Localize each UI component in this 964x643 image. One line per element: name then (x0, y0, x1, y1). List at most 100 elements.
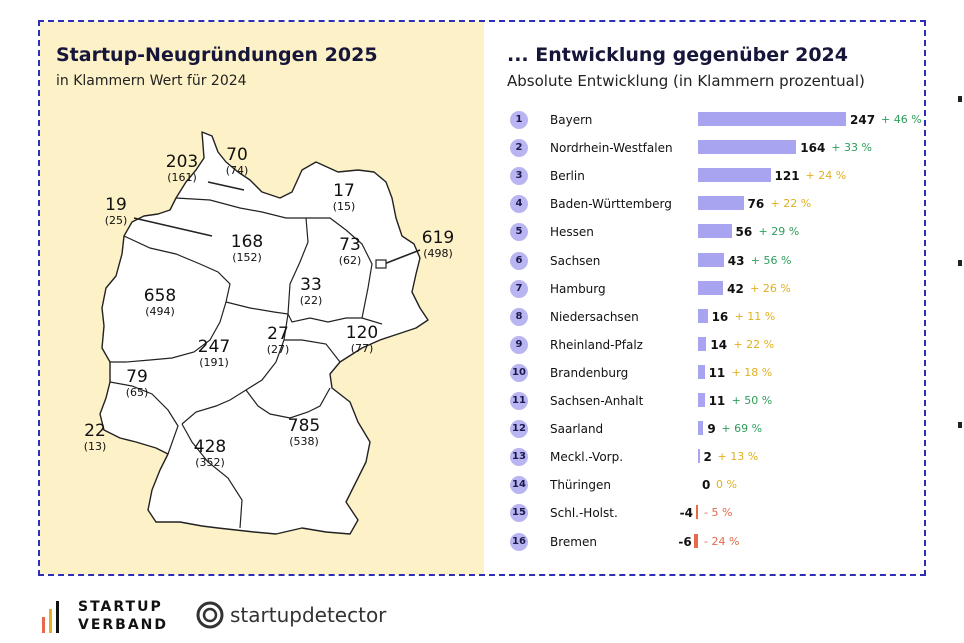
absolute-value-label: 76 (747, 197, 765, 212)
bar (698, 364, 705, 379)
map-state-label: 27 (27) (256, 325, 300, 357)
bar-row: 12 Saarland 9 + 69 % (510, 419, 930, 441)
rank-badge: 3 (510, 167, 528, 186)
bar (698, 308, 708, 323)
percent-change-label: + 46 % (881, 113, 922, 126)
berlin-marker (375, 259, 387, 269)
map-value: 203 (165, 152, 199, 172)
map-state-label: 19 (25) (94, 196, 138, 228)
bar-row: 14 Thüringen 0 0 % (510, 475, 930, 497)
map-prev-value: (538) (289, 435, 319, 448)
bar (698, 112, 846, 126)
bar-row: 3 Berlin 121 + 24 % (510, 166, 930, 188)
absolute-value-label: 56 (735, 225, 753, 240)
startup-verband-wordmark: STARTUP VERBAND (78, 599, 169, 633)
bar-row: 11 Sachsen-Anhalt 11 + 50 % (510, 391, 930, 413)
map-value: 73 (339, 235, 361, 255)
percent-change-label: + 22 % (733, 337, 775, 351)
border-rp (109, 381, 179, 455)
map-state-label: 79 (65) (115, 368, 159, 400)
percent-change-label: + 69 % (721, 422, 763, 436)
bar-row: 10 Brandenburg 11 + 18 % (510, 363, 930, 385)
absolute-value-label: 121 (774, 169, 800, 184)
map-prev-value: (191) (199, 356, 229, 369)
absolute-value-label: 11 (708, 394, 726, 408)
map-value: 22 (84, 421, 106, 441)
rank-badge: 13 (510, 448, 528, 467)
map-value: 619 (421, 228, 455, 248)
edge-mark (958, 260, 962, 266)
map-prev-value: (77) (350, 342, 374, 355)
border-thueringen (284, 339, 341, 363)
pointer-bremen (133, 217, 213, 237)
state-name: Rheinland-Pfalz (550, 337, 643, 352)
state-name: Bremen (550, 534, 597, 549)
bar (698, 252, 724, 267)
map-state-label: 203 (161) (160, 153, 204, 185)
map-value: 33 (300, 275, 322, 295)
map-state-label: 619 (498) (416, 229, 460, 261)
state-name: Meckl.-Vorp. (550, 450, 624, 465)
percent-change-label: + 56 % (750, 253, 792, 267)
absolute-value-label: 2 (703, 450, 712, 465)
rank-badge: 9 (510, 335, 528, 354)
bar (698, 224, 732, 239)
right-title: ... Entwicklung gegenüber 2024 (507, 44, 848, 66)
percent-change-label: - 5 % (704, 506, 733, 520)
absolute-value-label: 247 (850, 113, 876, 127)
percent-change-label: + 13 % (717, 450, 759, 464)
bar (698, 393, 705, 407)
map-state-label: 658 (494) (138, 287, 182, 319)
map-prev-value: (15) (332, 200, 356, 213)
germany-map (99, 131, 429, 535)
rank-badge: 12 (510, 420, 528, 439)
state-name: Niedersachsen (550, 309, 639, 324)
map-state-label: 785 (538) (282, 417, 326, 449)
pointer-berlin (383, 249, 421, 265)
map-state-label: 120 (77) (340, 324, 384, 356)
map-prev-value: (22) (299, 294, 323, 307)
bar-row: 16 Bremen -6 - 24 % (510, 532, 930, 554)
absolute-value-label: -4 (679, 506, 693, 521)
state-name: Nordrhein-Westfalen (550, 141, 673, 156)
left-title: Startup-Neugründungen 2025 (56, 44, 378, 66)
right-subtitle: Absolute Entwicklung (in Klammern prozen… (507, 72, 865, 90)
edge-mark (958, 96, 962, 102)
bar-row: 2 Nordrhein-Westfalen 164 + 33 % (510, 138, 930, 160)
state-name: Hamburg (550, 281, 606, 296)
startup-verband-logo (42, 601, 59, 633)
rank-badge: 5 (510, 223, 528, 242)
bar (698, 196, 744, 211)
map-state-label: 428 (352) (188, 438, 232, 470)
absolute-value-label: 9 (707, 422, 716, 437)
rank-badge: 15 (510, 504, 528, 523)
rank-badge: 6 (510, 251, 528, 270)
rank-badge: 7 (510, 279, 528, 298)
state-name: Baden-Württemberg (550, 197, 672, 212)
map-value: 168 (230, 232, 264, 252)
state-name: Berlin (550, 169, 585, 184)
pointer-hamburg (207, 181, 245, 191)
bar (698, 140, 797, 155)
map-value: 247 (197, 337, 231, 357)
percent-change-label: + 33 % (831, 141, 872, 155)
border-hessen (181, 301, 289, 425)
bar (698, 336, 707, 351)
map-value: 70 (226, 145, 248, 165)
map-value: 120 (345, 323, 379, 343)
map-prev-value: (161) (167, 171, 197, 184)
border-north (175, 197, 347, 231)
state-name: Schl.-Holst. (550, 506, 618, 521)
percent-change-label: + 11 % (734, 309, 776, 323)
percent-change-label: + 18 % (731, 365, 773, 379)
rank-badge: 11 (510, 392, 528, 410)
percent-change-label: + 26 % (750, 281, 791, 295)
absolute-value-label: 164 (800, 141, 826, 156)
state-name: Hessen (550, 225, 594, 240)
startupdetector-logo (196, 601, 224, 629)
edge-mark (958, 422, 962, 428)
map-state-label: 73 (62) (328, 236, 372, 268)
map-prev-value: (65) (125, 386, 149, 399)
bar (694, 533, 698, 548)
bar-row: 4 Baden-Württemberg 76 + 22 % (510, 194, 930, 216)
